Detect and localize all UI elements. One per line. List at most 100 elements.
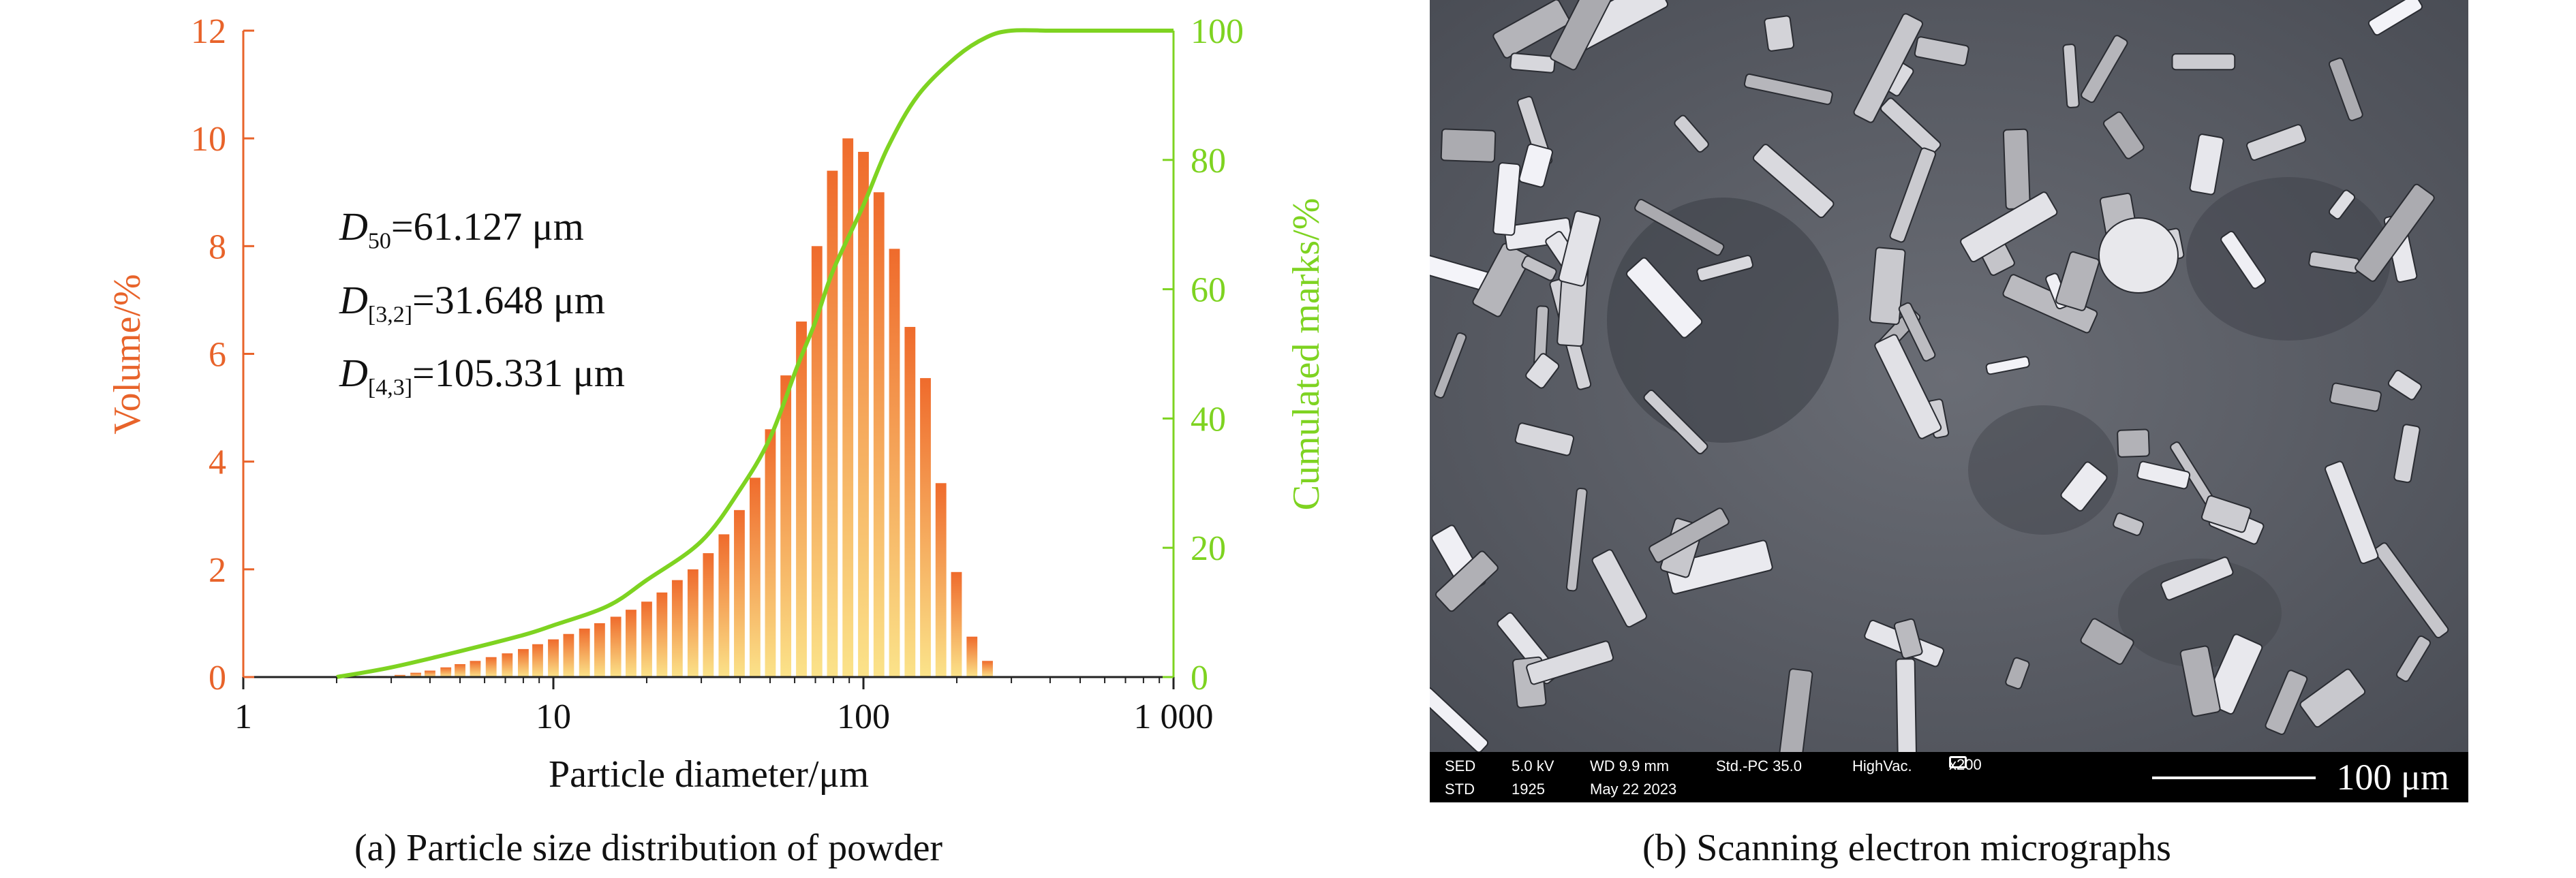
crystal-particle: [1893, 618, 1923, 659]
crystal-particle: [1960, 191, 2058, 263]
x-tick-label: 1 000: [1134, 697, 1214, 736]
crystal-particle: [2098, 217, 2179, 294]
histogram-bar: [718, 534, 730, 677]
crystal-particle: [1665, 539, 1773, 595]
histogram-bar: [563, 633, 574, 677]
crystal-particle: [1435, 550, 1499, 612]
crystal-particle: [2328, 57, 2363, 121]
histogram-bar: [610, 616, 622, 677]
dark-pore: [2186, 177, 2391, 341]
crystal-particle: [1895, 658, 1918, 752]
histogram-bar: [485, 657, 497, 677]
crystal-particle: [1985, 356, 2030, 375]
crystal-particle: [1550, 0, 1617, 71]
y-left-tick-label: 4: [209, 443, 226, 482]
scale-bar: [2152, 777, 2316, 779]
crystal-particle: [1764, 15, 1795, 52]
crystal-particle: [1518, 143, 1553, 188]
crystal-particle: [2367, 0, 2423, 36]
crystal-particle: [2189, 134, 2224, 195]
crystal-particle: [1526, 640, 1614, 685]
histogram-bar: [502, 653, 513, 677]
crystal-particle: [1509, 52, 1556, 74]
histogram-bar: [842, 138, 854, 677]
histogram-bar: [579, 628, 590, 677]
stat-d50: D50=61.127 μm: [339, 204, 584, 254]
histogram-bar: [982, 661, 993, 677]
crystal-particle: [2060, 461, 2108, 512]
crystal-particle: [2005, 657, 2030, 690]
crystal-particle: [2179, 645, 2221, 717]
crystal-particle: [1492, 162, 1521, 236]
crystal-particle: [1743, 73, 1833, 106]
crystal-particle: [2080, 618, 2134, 665]
crystal-particle: [2102, 111, 2145, 159]
crystal-particle: [2355, 183, 2435, 282]
histogram-bar: [410, 672, 422, 677]
crystal-particle: [1752, 144, 1835, 219]
crystal-particle: [1643, 390, 1708, 454]
crystal-particle: [1521, 255, 1557, 281]
dark-pore: [1607, 198, 1839, 443]
x-tick-label: 100: [837, 697, 890, 736]
cumulative-curve: [336, 28, 1174, 679]
y-right-tick-label: 100: [1191, 12, 1244, 51]
sem-micrograph: SED 5.0 kV WD 9.9 mm Std.-PC 35.0 HighVa…: [1430, 0, 2468, 802]
crystal-particle: [2136, 460, 2191, 490]
crystal-particle: [1430, 687, 1489, 752]
y-right-tick-label: 80: [1191, 142, 1226, 181]
histogram-bar: [951, 571, 962, 677]
histogram-bar: [796, 322, 807, 677]
caption-a: (a) Particle size distribution of powder: [354, 827, 943, 869]
y-left-tick-label: 2: [209, 551, 226, 590]
crystal-particle: [1514, 422, 1575, 456]
crystal-particle: [2062, 44, 2080, 108]
particle-size-statistics: D50=61.127 μm D[3,2]=31.648 μm D[4,3]=10…: [339, 198, 625, 418]
y-left-tick-label: 6: [209, 336, 226, 375]
histogram-bar: [780, 375, 792, 677]
histogram-bar: [889, 249, 900, 678]
y-right-tick-label: 20: [1191, 529, 1226, 568]
histogram-bar: [811, 246, 823, 677]
histogram-bar: [920, 378, 931, 677]
crystal-particle: [1898, 302, 1936, 362]
x-tick-label: 1: [234, 697, 252, 736]
histogram-bar: [470, 661, 481, 677]
histogram-bar: [641, 601, 652, 677]
y-right-tick-label: 0: [1191, 659, 1208, 697]
histogram-bar: [548, 639, 559, 677]
scale-bar-label: 100 μm: [2336, 757, 2449, 798]
histogram-bar: [455, 664, 465, 677]
crystal-particle: [1853, 13, 1923, 123]
crystal-particle: [1696, 255, 1753, 282]
crystal-particle: [1440, 128, 1497, 163]
histogram-bar: [594, 623, 605, 677]
histogram-bar: [626, 610, 637, 677]
histogram-bar: [827, 170, 838, 677]
y-axis-left-title: Volume/%: [106, 274, 149, 434]
crystal-particle: [2329, 382, 2382, 412]
crystal-particle: [2171, 53, 2236, 71]
histogram-bar: [671, 580, 683, 677]
crystal-particle: [2055, 251, 2100, 311]
histogram-bar: [966, 636, 978, 677]
x-tick-label: 10: [536, 697, 571, 736]
crystal-particle: [2117, 428, 2150, 458]
histogram-bar: [749, 477, 761, 677]
y-axis-right-title: Cumulated marks/%: [1285, 198, 1328, 511]
histogram-bar: [734, 509, 745, 677]
caption-b: (b) Scanning electron micrographs: [1642, 827, 2171, 869]
crystal-particle: [2113, 512, 2145, 536]
crystal-particle: [2265, 670, 2308, 736]
crystal-particle: [2246, 124, 2307, 161]
histogram-bar: [425, 670, 435, 677]
histogram-bar: [394, 674, 405, 677]
sem-data-bar: SED 5.0 kV WD 9.9 mm Std.-PC 35.0 HighVa…: [1430, 752, 2468, 802]
crystal-particle: [1634, 198, 1725, 256]
crystal-particle: [2299, 668, 2366, 728]
histogram-bar: [532, 644, 543, 677]
crystal-particle: [1565, 488, 1588, 592]
crystal-particle: [1649, 507, 1730, 563]
crystal-particle: [1472, 242, 1531, 317]
